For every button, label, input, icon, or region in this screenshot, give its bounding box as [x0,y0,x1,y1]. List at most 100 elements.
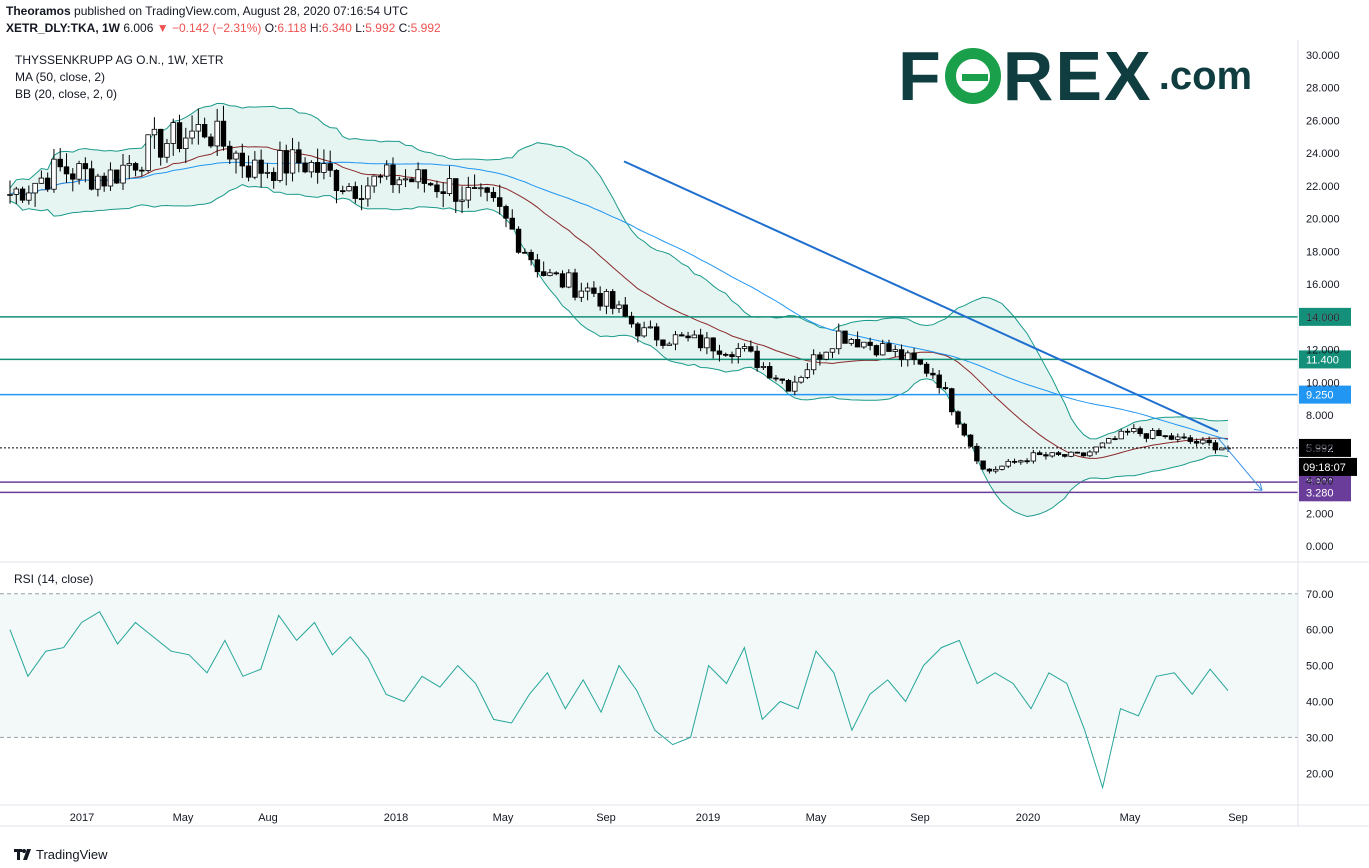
candle-body [63,166,70,175]
logo-com: .com [1158,53,1253,98]
candle-body [879,343,886,356]
bollinger-lower-line [9,184,1229,518]
candle-body [861,341,867,348]
candle-body [264,171,271,174]
time-tick-label: 2020 [1016,812,1040,824]
candle-body [44,177,51,190]
candle-body [1193,441,1200,444]
candle-body [427,183,434,186]
chart-title[interactable]: THYSSENKRUPP AG O.N., 1W, XETR [15,53,224,67]
candle-body [660,339,666,346]
moving-average-line [9,161,1229,441]
rsi-legend[interactable]: RSI (14, close) [14,572,94,586]
candle-body [635,323,641,337]
candle-body [352,186,359,199]
candle-body [1168,435,1175,440]
candle-body [1206,439,1212,444]
symbol-text: XETR_DLY:TKA, 1W [6,21,121,35]
candle-body [302,162,308,173]
candle-body [804,369,811,378]
candle-body [760,366,767,368]
rsi-line [9,611,1229,790]
candle-body [704,337,710,349]
time-tick-label: Sep [596,812,616,824]
candle-body [1093,446,1099,453]
countdown-badge [1299,457,1357,476]
candle-body [82,163,89,170]
candle-body [1018,460,1024,463]
candle-body [164,143,170,158]
candle-body [1124,430,1131,433]
candle-body [245,165,252,178]
candle-body [1005,460,1011,467]
candle-body [553,272,559,275]
rsi-tick-label: 70.00 [1306,589,1334,601]
candle-body [139,169,145,172]
publish-text: published on TradingView.com, August 28,… [74,4,409,18]
ma-legend[interactable]: MA (50, close, 2) [15,70,106,84]
candle-body [1074,451,1081,454]
candle-body [170,122,176,144]
rsi-band [0,593,1298,738]
candle-body [566,272,572,288]
candle-body [873,345,880,356]
candle-body [57,158,63,168]
candle-body [1030,452,1037,462]
level-badge [1299,307,1351,326]
candle-body [1162,435,1168,438]
low-value: 5.992 [365,21,396,35]
bollinger-middle-line [9,145,1229,459]
candle-body [346,186,352,192]
price-tick-label: 30.000 [1306,50,1340,62]
logo-text-left: F [898,37,943,115]
candle-body [578,290,585,298]
candle-body [239,152,245,167]
candle-body [107,169,114,187]
candle-body [1225,447,1231,450]
candle-body [716,350,723,355]
candle-body [509,217,515,230]
candle-body [1175,436,1181,440]
candle-body [38,177,45,184]
candle-body [1087,451,1093,457]
candle-body [905,352,911,361]
bb-legend[interactable]: BB (20, close, 2, 0) [15,87,118,101]
high-label: H: [309,21,322,35]
candle-body [157,128,164,158]
candle-body [503,206,509,219]
candle-body [993,469,999,472]
candle-body [189,130,195,139]
logo-text-right: REX [1002,37,1153,115]
candle-body [32,182,38,194]
candle-body [195,124,202,132]
candle-body [1181,436,1187,439]
candle-body [183,137,189,150]
candle-body [358,198,365,200]
candle-body [151,128,158,136]
candle-body [980,460,986,470]
price-tick-label: 20.000 [1306,214,1340,226]
candle-body [628,315,635,325]
candle-body [1143,433,1150,439]
candle-body [76,163,82,180]
candle-body [785,379,792,392]
candle-body [340,190,346,193]
candle-body [1149,430,1156,439]
candle-body [258,159,264,174]
change-arrow-icon: ▼ [156,21,169,35]
candle-body [440,191,446,195]
candle-body [515,228,522,253]
time-tick-label: May [173,812,194,824]
candle-body [252,159,258,178]
candle-body [647,326,654,329]
tradingview-footer[interactable]: TradingView [14,847,108,862]
candle-body [679,334,685,337]
candle-body [672,334,679,345]
author-name[interactable]: Theoramos [6,4,71,18]
candle-body [1099,442,1106,448]
candle-body [1011,460,1018,463]
price-tick-label: 24.000 [1306,148,1340,160]
candle-body [88,168,95,190]
candle-body [446,178,453,195]
candle-body [377,175,384,178]
